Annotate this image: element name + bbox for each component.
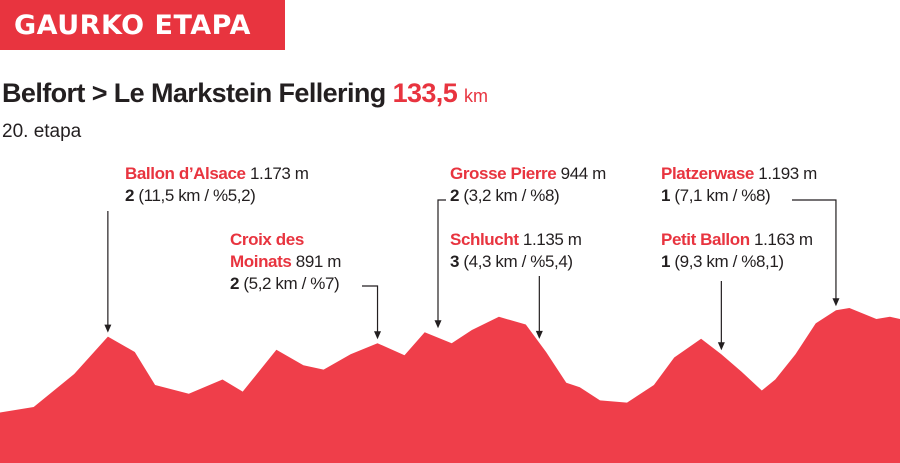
peak-leader-line xyxy=(362,285,379,333)
peak-leader-line xyxy=(437,199,446,322)
peak-arrowhead xyxy=(832,298,840,307)
climb-name: Moinats xyxy=(230,252,292,271)
peak-arrowhead xyxy=(717,342,725,351)
route-name: Belfort > Le Markstein Fellering xyxy=(2,78,386,108)
peak-leader-line xyxy=(792,199,837,300)
section-banner: GAURKO ETAPA xyxy=(0,0,285,50)
climb-details: (11,5 km / %5,2) xyxy=(138,186,256,205)
distance-unit: km xyxy=(464,86,489,106)
stage-number: 20. etapa xyxy=(2,121,82,142)
climb-label-petit-ballon: Petit Ballon 1.163 m 1 (9,3 km / %8,1) xyxy=(661,229,813,273)
peak-arrowhead xyxy=(374,331,382,340)
peak-arrowhead xyxy=(434,320,442,329)
climb-category: 2 xyxy=(450,186,460,205)
climb-altitude: 1.193 m xyxy=(758,164,817,183)
climb-label-platzerwase: Platzerwase 1.193 m 1 (7,1 km / %8) xyxy=(661,163,817,207)
climb-details: (3,2 km / %8) xyxy=(463,186,560,205)
climb-details: (5,2 km / %7) xyxy=(243,274,340,293)
climb-name: Platzerwase xyxy=(661,164,754,183)
climb-category: 1 xyxy=(661,252,671,271)
climb-category: 2 xyxy=(125,186,135,205)
peak-leader-lines xyxy=(104,199,840,351)
climb-details: (9,3 km / %8,1) xyxy=(674,252,784,271)
stage-route-title: Belfort > Le Markstein Fellering 133,5 k… xyxy=(2,78,488,109)
climb-name: Grosse Pierre xyxy=(450,164,557,183)
climb-label-ballon-dalsace: Ballon d’Alsace 1.173 m 2 (11,5 km / %5,… xyxy=(125,163,309,207)
climb-altitude: 1.173 m xyxy=(249,164,309,183)
climb-details: (7,1 km / %8) xyxy=(674,186,771,205)
climb-altitude: 1.163 m xyxy=(754,230,813,249)
climb-category: 2 xyxy=(230,274,240,293)
climb-category: 3 xyxy=(450,252,460,271)
climb-altitude: 891 m xyxy=(295,252,342,271)
climb-name-line1: Croix des xyxy=(230,230,304,249)
stage-distance: 133,5 xyxy=(392,78,458,108)
climb-name: Petit Ballon xyxy=(661,230,750,249)
climb-details: (4,3 km / %5,4) xyxy=(463,252,573,271)
peak-arrowhead xyxy=(535,330,543,339)
climb-name: Ballon d’Alsace xyxy=(125,164,246,183)
climb-category: 1 xyxy=(661,186,671,205)
climb-label-croix-des-moinats: Croix des Moinats 891 m 2 (5,2 km / %7) xyxy=(230,229,341,295)
elevation-profile-area xyxy=(0,308,900,463)
peak-arrowhead xyxy=(104,324,112,333)
climb-label-grosse-pierre: Grosse Pierre 944 m 2 (3,2 km / %8) xyxy=(450,163,606,207)
climb-altitude: 1.135 m xyxy=(522,230,582,249)
climb-altitude: 944 m xyxy=(560,164,607,183)
climb-name: Schlucht xyxy=(450,230,519,249)
climb-label-schlucht: Schlucht 1.135 m 3 (4,3 km / %5,4) xyxy=(450,229,582,273)
